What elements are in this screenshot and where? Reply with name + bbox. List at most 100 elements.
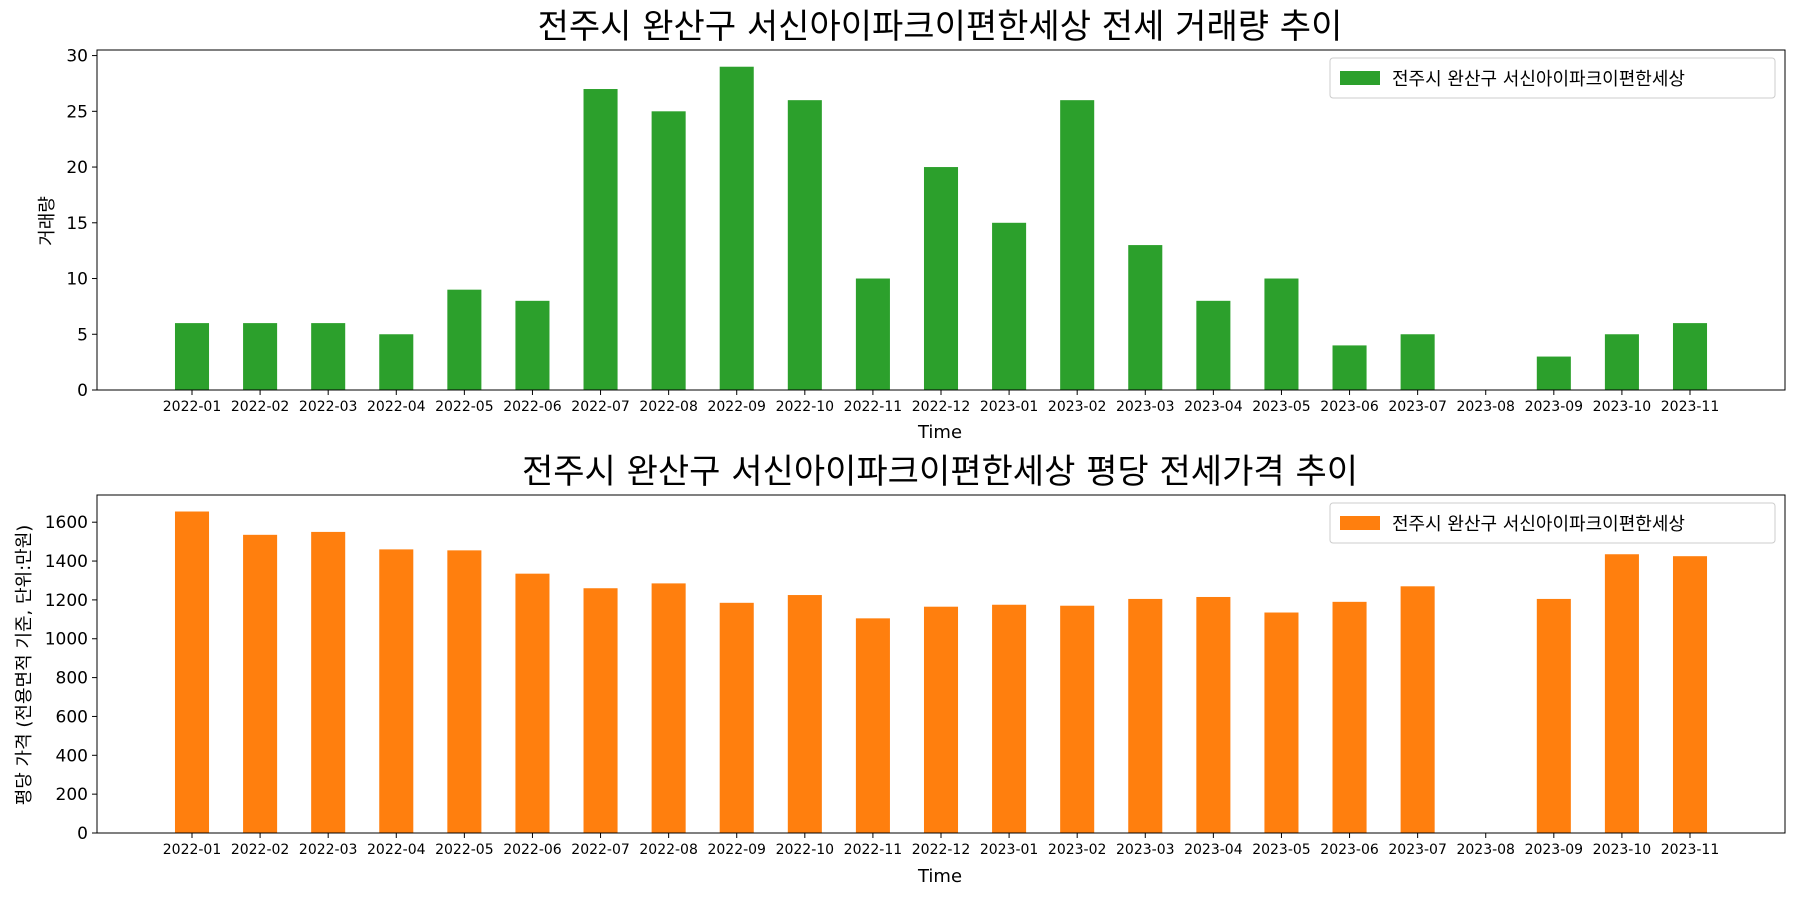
x-tick-label: 2022-03 (299, 842, 358, 858)
x-tick-label: 2023-07 (1388, 842, 1447, 858)
bar (651, 583, 686, 833)
x-tick-label: 2022-07 (571, 842, 630, 858)
x-tick-label: 2023-11 (1661, 399, 1720, 415)
x-tick-label: 2022-02 (231, 842, 290, 858)
bar (243, 323, 278, 390)
bar (992, 222, 1027, 390)
x-tick-group: 2022-01 2022-02 2022-03 2022-04 2022-05 2022-… (163, 833, 1720, 858)
bar (651, 111, 686, 390)
x-tick-label: 2023-05 (1252, 842, 1311, 858)
x-tick-label: 2023-08 (1456, 842, 1515, 858)
legend-label: 전주시 완산구 서신아이파크이편한세상 (1392, 514, 1685, 535)
bar (1264, 278, 1299, 390)
bar (447, 289, 482, 390)
x-tick-label: 2022-10 (776, 399, 835, 415)
bar (719, 602, 754, 833)
x-tick-label: 2022-10 (776, 842, 835, 858)
bar (923, 606, 959, 833)
x-tick-label: 2023-09 (1525, 399, 1584, 415)
bar (1536, 598, 1571, 833)
bar (1400, 586, 1435, 833)
chart-transaction-volume: 전주시 완산구 서신아이파크이편한세상 전세 거래량 추이 Time 거래량 2… (37, 7, 1786, 443)
y-tick-label: 800 (56, 669, 88, 689)
x-tick-label: 2023-09 (1525, 842, 1584, 858)
bar (243, 534, 278, 833)
y-axis-label: 거래량 (37, 196, 58, 246)
x-tick-label: 2023-04 (1184, 842, 1243, 858)
x-tick-label: 2023-06 (1320, 842, 1379, 858)
bar (855, 278, 890, 390)
y-axis-label: 평당 가격 (전용면적 기준, 단위:만원) (14, 525, 35, 806)
bar (992, 604, 1027, 833)
x-tick-label: 2022-11 (844, 842, 903, 858)
bar (311, 323, 346, 390)
x-tick-label: 2023-07 (1388, 399, 1447, 415)
plot-frame (96, 49, 1786, 391)
x-tick-label: 2022-09 (707, 399, 766, 415)
bar (787, 595, 822, 833)
bar (379, 334, 414, 390)
legend: 전주시 완산구 서신아이파크이편한세상 (1329, 502, 1776, 544)
bar (1196, 300, 1231, 390)
x-tick-label: 2023-02 (1048, 399, 1107, 415)
bar (583, 588, 618, 833)
y-tick-label: 1200 (45, 591, 88, 611)
y-tick-group: 0 200 400 600 800 1000 1200 1400 1600 (45, 513, 97, 844)
x-tick-label: 2022-08 (639, 842, 698, 858)
x-tick-label: 2022-06 (503, 399, 562, 415)
bar (311, 531, 346, 833)
x-tick-label: 2022-04 (367, 399, 426, 415)
bar (1196, 596, 1231, 833)
bar (719, 66, 754, 390)
bar (515, 573, 550, 833)
x-tick-label: 2022-05 (435, 399, 494, 415)
y-tick-label: 0 (77, 381, 88, 401)
legend-box (1329, 57, 1776, 99)
legend: 전주시 완산구 서신아이파크이편한세상 (1329, 57, 1776, 99)
y-tick-label: 1000 (45, 630, 88, 650)
y-tick-label: 400 (56, 746, 88, 766)
bar (923, 167, 959, 390)
y-tick-label: 10 (66, 270, 88, 290)
x-tick-label: 2022-12 (912, 842, 971, 858)
bar (515, 300, 550, 390)
x-tick-label: 2023-08 (1456, 399, 1515, 415)
bar (1060, 605, 1095, 833)
legend-swatch (1340, 516, 1380, 530)
x-tick-label: 2023-10 (1593, 399, 1652, 415)
x-tick-label: 2023-01 (980, 842, 1039, 858)
x-tick-group: 2022-01 2022-02 2022-03 2022-04 2022-05 2022-… (163, 390, 1720, 415)
chart-title: 전주시 완산구 서신아이파크이편한세상 전세 거래량 추이 (538, 7, 1343, 47)
y-tick-label: 0 (77, 824, 88, 844)
x-tick-label: 2022-07 (571, 399, 630, 415)
legend-box (1329, 502, 1776, 544)
x-tick-label: 2023-03 (1116, 399, 1175, 415)
x-tick-label: 2023-04 (1184, 399, 1243, 415)
x-tick-label: 2022-04 (367, 842, 426, 858)
y-tick-label: 15 (66, 214, 88, 234)
bar-group (174, 66, 1708, 391)
x-tick-label: 2022-11 (844, 399, 903, 415)
bar (1672, 323, 1708, 390)
y-tick-label: 1600 (45, 513, 88, 533)
x-tick-label: 2022-05 (435, 842, 494, 858)
x-axis-label: Time (917, 866, 962, 887)
x-tick-label: 2022-01 (163, 842, 222, 858)
x-tick-label: 2023-11 (1661, 842, 1720, 858)
y-tick-label: 20 (66, 158, 88, 178)
y-tick-label: 30 (66, 47, 88, 67)
bar (1604, 334, 1639, 390)
bar (1332, 601, 1367, 833)
x-tick-label: 2022-08 (639, 399, 698, 415)
bar (1060, 100, 1095, 390)
x-tick-label: 2023-02 (1048, 842, 1107, 858)
bar (1264, 612, 1299, 833)
y-tick-label: 1400 (45, 552, 88, 572)
legend-label: 전주시 완산구 서신아이파크이편한세상 (1392, 69, 1685, 90)
bar (174, 323, 210, 390)
chart-title: 전주시 완산구 서신아이파크이편한세상 평당 전세가격 추이 (522, 452, 1358, 492)
bar (787, 100, 822, 390)
x-tick-label: 2023-01 (980, 399, 1039, 415)
